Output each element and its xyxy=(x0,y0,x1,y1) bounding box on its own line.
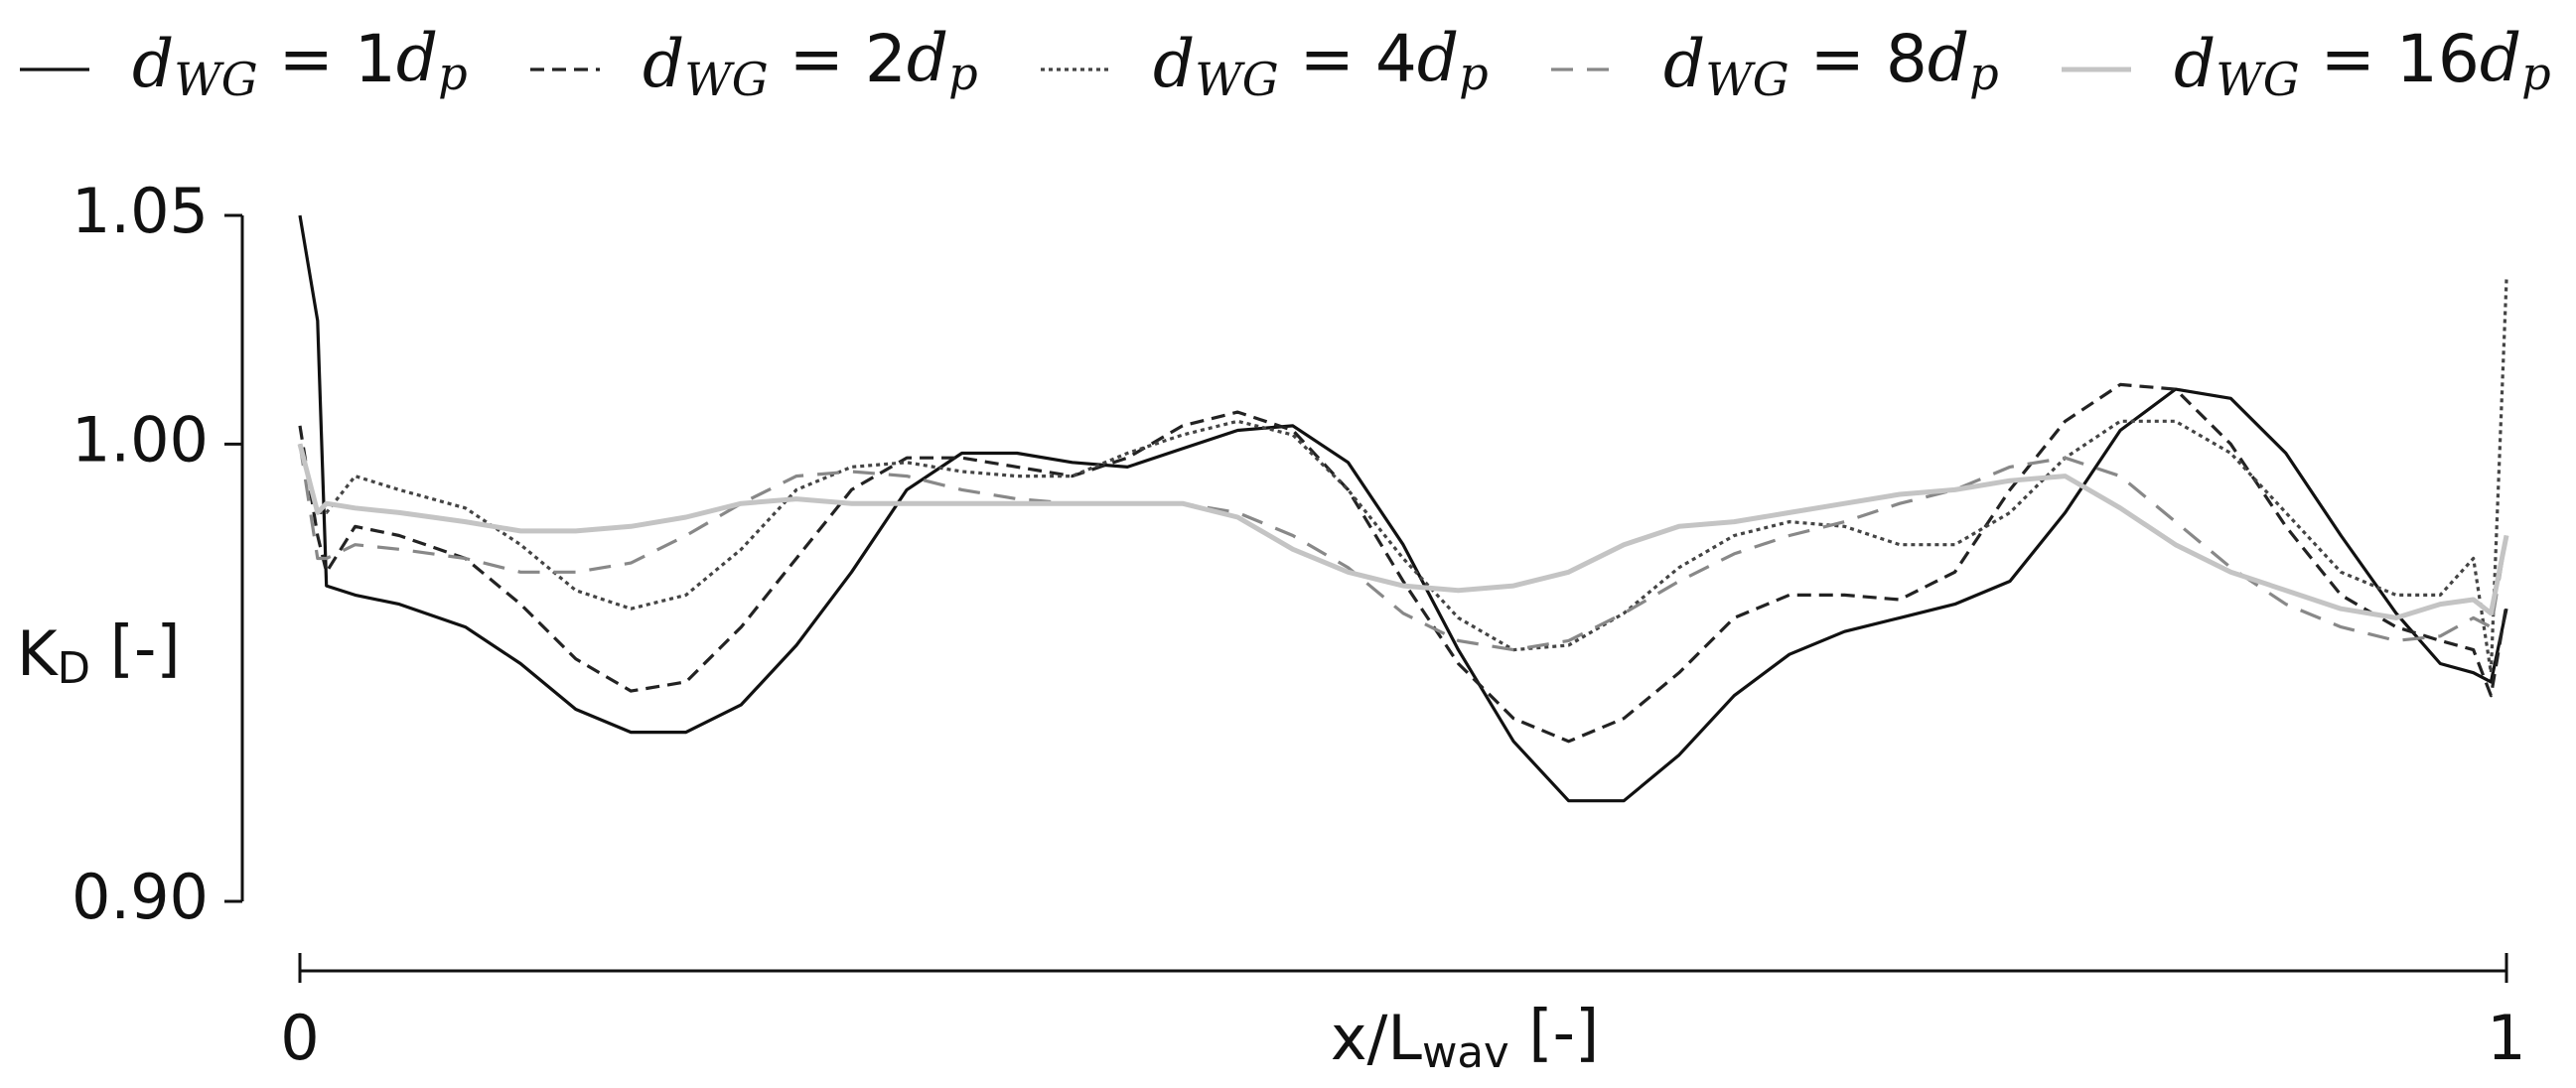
x-tick-label: 0 xyxy=(280,1002,319,1074)
series-line xyxy=(298,444,2508,652)
legend-label: dWG = 4dp xyxy=(1153,20,1489,106)
x-axis-label: x/Lwav [-] xyxy=(1331,997,1599,1078)
series-line xyxy=(298,382,2508,744)
y-tick-label: 0.90 xyxy=(72,861,209,933)
y-tick-label: 1.00 xyxy=(72,403,209,476)
legend-label: dWG = 8dp xyxy=(1663,20,1999,106)
x-tick-label: 1 xyxy=(2487,1002,2525,1074)
y-tick-label: 1.05 xyxy=(72,175,209,247)
series-line xyxy=(298,214,2508,803)
series-line xyxy=(297,443,2509,620)
legend-label: dWG = 1dp xyxy=(132,20,468,106)
legend-label: dWG = 16dp xyxy=(2174,20,2551,106)
legend-label: dWG = 2dp xyxy=(643,20,978,106)
y-axis-label: KD [-] xyxy=(17,612,181,694)
series-line xyxy=(298,279,2508,675)
